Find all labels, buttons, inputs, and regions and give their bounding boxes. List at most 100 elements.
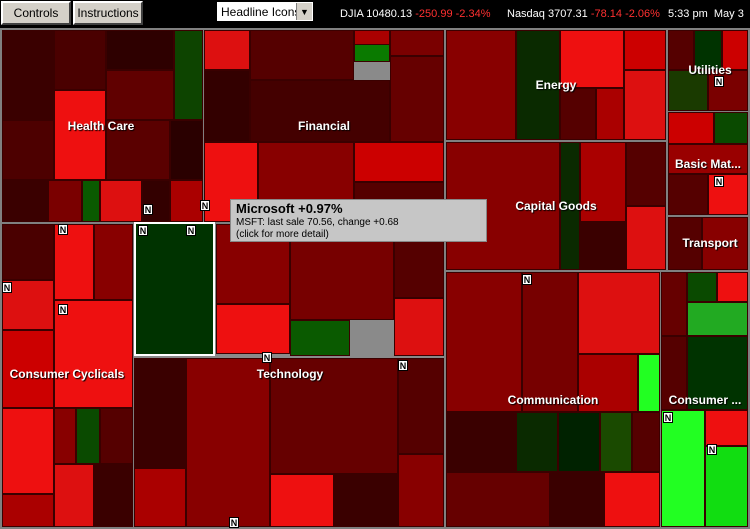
stock-cell[interactable] bbox=[705, 410, 748, 446]
stock-cell[interactable] bbox=[580, 222, 626, 270]
stock-cell[interactable] bbox=[106, 120, 170, 180]
stock-cell[interactable] bbox=[270, 474, 334, 527]
stock-cell[interactable] bbox=[250, 30, 354, 80]
stock-cell[interactable] bbox=[54, 464, 94, 527]
stock-cell[interactable] bbox=[2, 224, 54, 280]
stock-cell[interactable] bbox=[668, 174, 708, 215]
stock-cell[interactable] bbox=[580, 142, 626, 222]
stock-cell[interactable] bbox=[106, 70, 174, 120]
stock-cell[interactable] bbox=[270, 358, 398, 474]
stock-cell[interactable] bbox=[398, 358, 444, 454]
view-mode-select[interactable]: Headline Icons ▼ bbox=[216, 1, 314, 22]
news-badge[interactable]: N bbox=[714, 176, 724, 187]
stock-cell[interactable] bbox=[624, 70, 666, 140]
stock-cell[interactable] bbox=[668, 112, 714, 144]
stock-cell[interactable] bbox=[76, 408, 100, 464]
stock-cell[interactable] bbox=[54, 224, 94, 300]
stock-cell[interactable] bbox=[48, 180, 82, 222]
stock-cell[interactable] bbox=[290, 320, 350, 356]
stock-cell[interactable] bbox=[82, 180, 100, 222]
stock-cell[interactable] bbox=[522, 272, 578, 412]
stock-cell[interactable] bbox=[560, 142, 580, 270]
stock-cell[interactable] bbox=[558, 412, 600, 472]
stock-cell[interactable] bbox=[2, 494, 54, 527]
stock-cell[interactable] bbox=[204, 30, 250, 70]
news-badge[interactable]: N bbox=[714, 76, 724, 87]
news-badge[interactable]: N bbox=[58, 224, 68, 235]
stock-cell[interactable] bbox=[174, 30, 203, 120]
news-badge[interactable]: N bbox=[262, 352, 272, 363]
stock-cell[interactable] bbox=[54, 90, 106, 180]
stock-cell[interactable] bbox=[578, 354, 638, 412]
sector-consumer-cyclicals[interactable]: Consumer Cyclicals N N N bbox=[2, 224, 133, 527]
stock-cell[interactable] bbox=[2, 408, 54, 494]
news-badge[interactable]: N bbox=[398, 360, 408, 371]
stock-cell[interactable] bbox=[446, 472, 550, 527]
stock-cell[interactable] bbox=[354, 44, 390, 62]
stock-cell[interactable] bbox=[687, 302, 748, 336]
stock-cell[interactable] bbox=[687, 272, 717, 302]
stock-cell[interactable] bbox=[54, 30, 106, 90]
stock-cell[interactable] bbox=[216, 304, 290, 354]
stock-cell[interactable] bbox=[687, 336, 748, 410]
tooltip-detail-hint[interactable]: (click for more detail) bbox=[236, 229, 329, 240]
stock-cell[interactable] bbox=[54, 300, 133, 408]
stock-cell[interactable] bbox=[204, 70, 250, 142]
stock-cell[interactable] bbox=[390, 30, 444, 56]
news-badge[interactable]: N bbox=[2, 282, 12, 293]
stock-cell[interactable] bbox=[94, 464, 133, 527]
stock-cell[interactable] bbox=[250, 80, 390, 142]
stock-cell[interactable] bbox=[668, 30, 694, 70]
news-badge[interactable]: N bbox=[663, 412, 673, 423]
sector-basic-materials[interactable]: Basic Mat... N bbox=[668, 112, 748, 215]
stock-cell[interactable] bbox=[626, 206, 666, 270]
stock-cell[interactable] bbox=[722, 30, 748, 70]
news-badge[interactable]: N bbox=[143, 204, 153, 215]
stock-cell[interactable] bbox=[2, 30, 54, 120]
sector-communication[interactable]: Communication N bbox=[446, 272, 660, 527]
stock-cell[interactable] bbox=[100, 180, 142, 222]
news-badge[interactable]: N bbox=[200, 200, 210, 211]
stock-cell[interactable] bbox=[134, 358, 186, 468]
news-badge[interactable]: N bbox=[707, 444, 717, 455]
stock-cell[interactable] bbox=[661, 336, 687, 410]
stock-cell[interactable] bbox=[354, 142, 444, 182]
stock-cell[interactable] bbox=[638, 354, 660, 412]
stock-cell[interactable] bbox=[632, 412, 660, 472]
stock-cell[interactable] bbox=[54, 408, 76, 464]
news-badge[interactable]: N bbox=[58, 304, 68, 315]
stock-cell[interactable] bbox=[170, 120, 203, 180]
stock-cell[interactable] bbox=[516, 412, 558, 472]
stock-cell[interactable] bbox=[142, 180, 170, 222]
stock-cell[interactable] bbox=[394, 298, 444, 356]
stock-cell[interactable] bbox=[446, 272, 522, 412]
stock-cell[interactable] bbox=[106, 30, 174, 70]
stock-cell[interactable] bbox=[134, 468, 186, 527]
stock-cell[interactable] bbox=[100, 408, 133, 464]
stock-cell[interactable] bbox=[550, 472, 604, 527]
stock-cell[interactable] bbox=[446, 30, 516, 140]
stock-cell[interactable] bbox=[668, 144, 748, 174]
stock-cell[interactable] bbox=[714, 112, 748, 144]
stock-cell[interactable] bbox=[717, 272, 748, 302]
stock-cell[interactable] bbox=[334, 474, 398, 527]
stock-cell[interactable] bbox=[516, 30, 560, 140]
stock-cell[interactable] bbox=[578, 272, 660, 354]
stock-cell[interactable] bbox=[624, 30, 666, 70]
stock-cell[interactable] bbox=[661, 272, 687, 336]
stock-cell[interactable] bbox=[446, 412, 516, 472]
stock-cell[interactable] bbox=[186, 358, 270, 527]
stock-cell[interactable] bbox=[596, 88, 624, 140]
stock-cell[interactable] bbox=[94, 224, 133, 300]
stock-cell[interactable] bbox=[390, 56, 444, 142]
news-badge[interactable]: N bbox=[186, 225, 196, 236]
stock-cell[interactable] bbox=[2, 330, 54, 408]
sector-health-care[interactable]: Health Care N N bbox=[2, 30, 210, 222]
news-badge[interactable]: N bbox=[138, 225, 148, 236]
stock-cell[interactable] bbox=[661, 410, 705, 527]
stock-cell[interactable] bbox=[626, 142, 666, 206]
chevron-down-icon[interactable]: ▼ bbox=[296, 3, 312, 20]
stock-cell[interactable] bbox=[560, 88, 596, 140]
stock-cell[interactable] bbox=[600, 412, 632, 472]
stock-cell-microsoft[interactable]: N N bbox=[134, 222, 215, 356]
